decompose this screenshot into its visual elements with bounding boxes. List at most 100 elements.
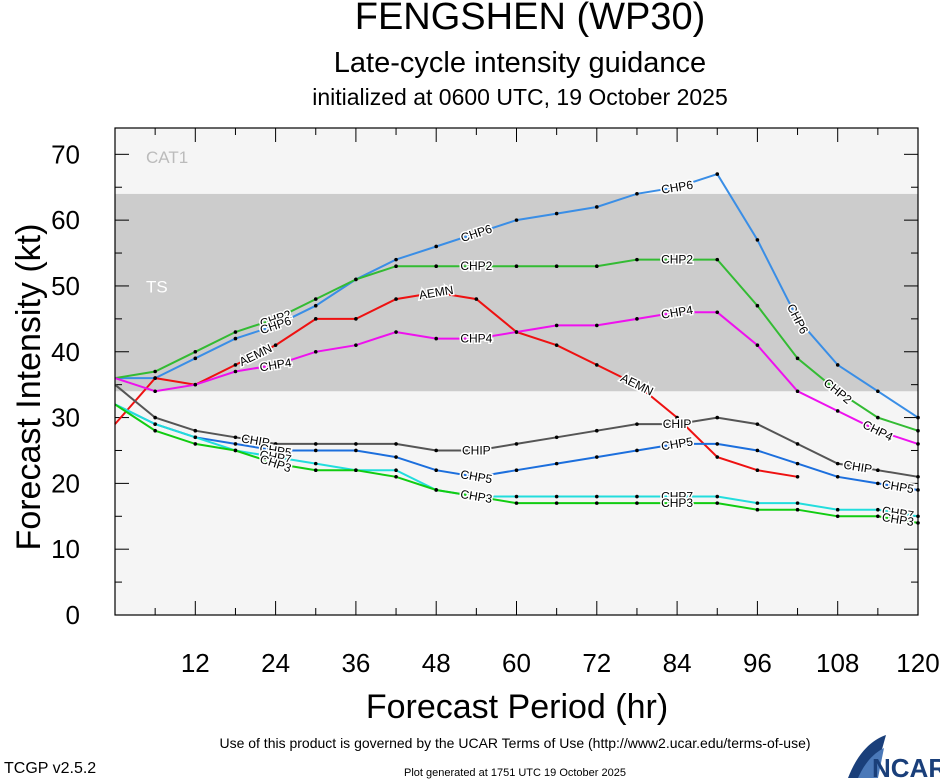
- series-point-chp7: [595, 494, 599, 499]
- plot-frame: [114, 127, 919, 616]
- series-point-chp7: [635, 494, 639, 499]
- series-label-chp4: CHP4: [660, 303, 694, 322]
- series-point-chp3: [233, 448, 238, 453]
- series-point-chp4: [514, 330, 519, 334]
- chart-title: FENGSHEN (WP30): [355, 0, 705, 38]
- series-point-chp6: [554, 211, 559, 216]
- series-point-chp7: [876, 507, 880, 512]
- x-tick-label-84: 84: [663, 648, 692, 678]
- series-point-chp3: [635, 501, 639, 505]
- series-point-chp6: [193, 356, 198, 361]
- series-point-chp2: [474, 264, 479, 269]
- series-point-chip: [233, 435, 238, 440]
- series-point-chp4: [554, 323, 559, 328]
- series-point-chp3: [795, 507, 800, 512]
- series-label-chip: CHIP: [842, 458, 873, 476]
- series-point-chp4: [755, 343, 760, 347]
- series-point-chp4: [233, 369, 238, 374]
- series-point-chp5: [755, 448, 760, 453]
- series-point-chp5: [835, 474, 840, 479]
- series-point-chp3: [313, 468, 318, 473]
- series-point-chp5: [313, 448, 318, 453]
- series-point-aemn: [434, 290, 439, 295]
- series-point-chp2: [153, 369, 157, 374]
- series-point-chp3: [514, 501, 519, 505]
- series-label-aemn: AEMN: [418, 283, 454, 302]
- series-point-aemn: [474, 297, 479, 301]
- series-point-chp6: [835, 363, 840, 367]
- plot-border: [114, 127, 919, 616]
- series-point-chp3: [595, 501, 599, 505]
- series-point-chp2: [273, 317, 278, 321]
- series-point-aemn: [354, 317, 358, 321]
- series-point-chp7: [554, 494, 559, 499]
- series-point-chp7: [715, 494, 720, 499]
- series-point-chp2: [755, 303, 760, 308]
- series-point-chp2: [354, 277, 358, 282]
- terms-of-use: Use of this product is governed by the U…: [219, 735, 810, 751]
- series-point-aemn: [795, 474, 800, 479]
- series-label-chp7: CHP7: [661, 490, 693, 504]
- series-point-chp4: [434, 336, 439, 341]
- x-axis-label: Forecast Period (hr): [366, 688, 668, 726]
- x-tick-label-36: 36: [341, 648, 370, 678]
- series-point-chp3: [675, 501, 679, 505]
- series-point-chp5: [394, 455, 398, 459]
- y-tick-label-60: 60: [51, 205, 80, 235]
- version-label: TCGP v2.5.2: [4, 760, 96, 777]
- y-tick-label-70: 70: [51, 139, 80, 169]
- series-point-chp7: [795, 501, 800, 505]
- y-tick-label-0: 0: [66, 600, 80, 630]
- series-point-chip: [876, 468, 880, 473]
- series-point-chp2: [394, 264, 398, 269]
- y-tick-label-10: 10: [51, 534, 80, 564]
- series-point-chp2: [193, 349, 198, 354]
- series-point-chip: [474, 448, 479, 453]
- y-tick-label-20: 20: [51, 468, 80, 498]
- series-point-chp4: [394, 330, 398, 334]
- series-label-chp3: CHP3: [661, 496, 693, 510]
- series-point-chp4: [193, 382, 198, 387]
- series-point-chp6: [394, 257, 398, 262]
- band-label-ts: TS: [146, 278, 168, 297]
- series-point-chip: [273, 442, 278, 446]
- series-point-chp3: [153, 428, 157, 433]
- y-axis-label: Forecast Intensity (kt): [10, 224, 48, 551]
- series-point-chp6: [273, 323, 278, 328]
- series-point-chip: [595, 428, 599, 433]
- series-point-chip: [394, 442, 398, 446]
- series-point-chp2: [795, 356, 800, 361]
- series-point-aemn: [635, 382, 639, 387]
- series-point-chp7: [394, 468, 398, 473]
- series-label-chp3: CHP3: [459, 487, 493, 506]
- series-lines: [114, 172, 920, 525]
- series-point-chip: [193, 428, 198, 433]
- series-point-chp6: [233, 336, 238, 341]
- series-point-chp2: [434, 264, 439, 269]
- series-point-chp5: [715, 442, 720, 446]
- series-point-chp6: [876, 389, 880, 394]
- series-point-chp7: [273, 455, 278, 459]
- series-label-chip: CHIP: [663, 417, 692, 431]
- series-label-chp7: CHP7: [881, 504, 915, 523]
- series-point-chp6: [595, 205, 599, 209]
- series-point-chp6: [514, 218, 519, 222]
- series-point-chp2: [876, 415, 880, 420]
- series-point-chp4: [273, 363, 278, 367]
- series-label-chip: CHIP: [462, 443, 491, 457]
- x-tick-label-72: 72: [582, 648, 611, 678]
- series-label-chp5: CHP5: [459, 467, 493, 486]
- band-label-cat1: CAT1: [146, 148, 188, 167]
- series-point-chp7: [755, 501, 760, 505]
- x-tick-label-120: 120: [896, 648, 939, 678]
- series-point-chp5: [354, 448, 358, 453]
- series-point-chip: [675, 422, 679, 426]
- series-label-chp4: CHP4: [460, 332, 492, 346]
- series-label-chp4: CHP4: [259, 355, 293, 374]
- y-tick-label-50: 50: [51, 271, 80, 301]
- series-point-chp6: [715, 172, 720, 176]
- series-point-chp6: [474, 231, 479, 236]
- series-point-chp2: [715, 257, 720, 262]
- series-point-chp5: [876, 481, 880, 486]
- series-point-chp4: [595, 323, 599, 328]
